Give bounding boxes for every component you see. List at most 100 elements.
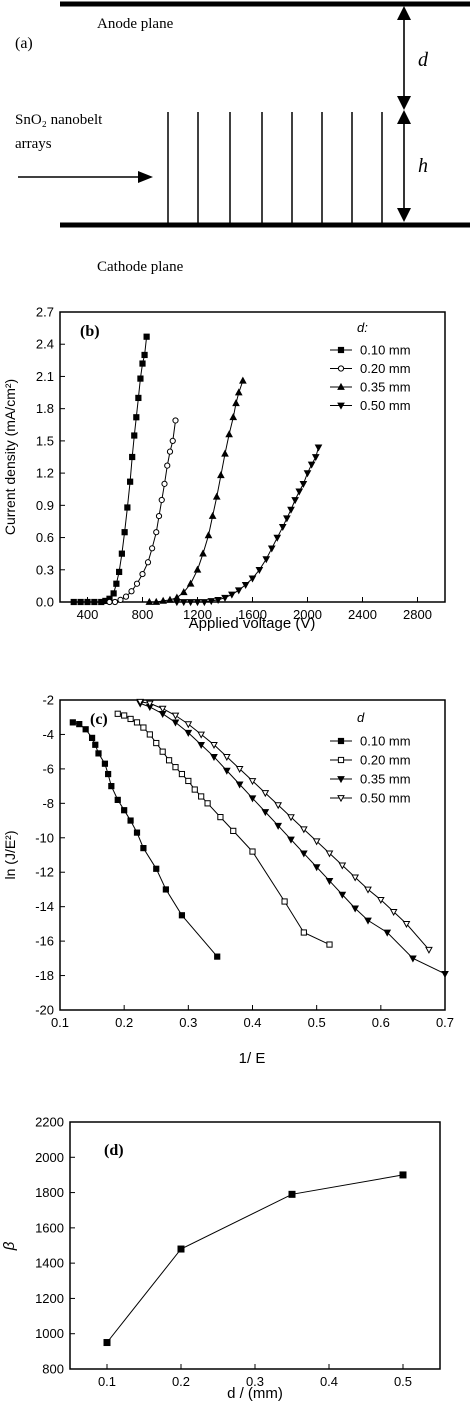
- panel-b-series-4-point: [186, 599, 195, 607]
- panel-b-legend-title: d:: [357, 320, 368, 335]
- panel-c-series-4-point: [210, 741, 218, 749]
- panel-c-series-4-point: [222, 753, 231, 761]
- panel-b-series-2-point: [122, 593, 130, 600]
- panel-c-series-4-point: [402, 921, 411, 929]
- panel-c-y-tick-label: -8: [42, 796, 54, 811]
- panel-c-legend-label: 0.50 mm: [360, 791, 411, 806]
- panel-c-series-2-line: [117, 713, 330, 946]
- panel-c-x-tick-label: 0.6: [372, 1015, 390, 1030]
- panel-b-series-2-point: [169, 437, 176, 444]
- panel-d-series-1-point: [399, 1171, 407, 1179]
- panel-b-legend-marker: [337, 402, 345, 410]
- panel-c-series-4-point: [184, 721, 193, 729]
- panel-b-series-3-point: [212, 492, 221, 500]
- panel-b-legend-label: 0.35 mm: [360, 380, 411, 395]
- panel-c-series-2-point: [185, 777, 192, 785]
- panel-c-series-1-point: [101, 760, 109, 767]
- panel-b-legend-label: 0.50 mm: [360, 398, 411, 413]
- panel-d-label: (d): [104, 1142, 124, 1159]
- panel-b-series-1-point: [77, 598, 84, 606]
- panel-b-series-4-line: [176, 447, 319, 603]
- panel-b-x-axis-title: Applied voltage (V): [189, 615, 316, 632]
- panel-c-y-tick-label: -12: [35, 865, 54, 880]
- panel-b-x-tick-label: 1600: [238, 607, 267, 622]
- panel-c-series-4-point: [248, 778, 257, 786]
- panel-c-series-1-point: [95, 750, 102, 757]
- panel-b-series-2-point: [106, 598, 113, 606]
- panel-c-series-1-point: [82, 726, 89, 733]
- panel-c-series-2-point: [133, 719, 141, 726]
- panel-c-series-1: [69, 719, 221, 960]
- panel-b-series-2-point: [144, 559, 152, 566]
- panel-c-series-1-point: [127, 817, 134, 824]
- panel-b-legend-item: 0.35 mm: [330, 380, 411, 395]
- panel-c-series-3-line: [140, 702, 446, 975]
- panel-b-series-2: [106, 417, 179, 606]
- panel-b-series-1-point: [135, 394, 142, 402]
- panel-c-y-tick-label: -20: [35, 1003, 54, 1018]
- panel-b-y-tick-label: 1.2: [36, 466, 54, 481]
- panel-d-y-tick-label: 1200: [35, 1291, 64, 1306]
- panel-c-x-tick-label: 0.2: [115, 1015, 133, 1030]
- panel-d-x-tick-label: 0.5: [394, 1374, 412, 1389]
- panel-b-series-3-point: [152, 597, 161, 605]
- sample-label-line1: SnO₂ nanobelt: [15, 112, 103, 128]
- panel-b-x-tick-label: 400: [77, 607, 99, 622]
- panel-c-x-tick-label: 0.3: [179, 1015, 197, 1030]
- panel-b-series-1-point: [139, 360, 146, 367]
- panel-c-series-2-point: [300, 929, 307, 936]
- panel-b-x-tick-label: 2800: [403, 607, 432, 622]
- panel-c-series-1-point: [153, 865, 160, 872]
- panel-b-series-4-point: [303, 470, 312, 478]
- panel-b-series-4-point: [221, 594, 229, 602]
- panel-c-series-4-point: [274, 802, 283, 810]
- panel-b-series-4-point: [278, 523, 287, 531]
- panel-d-y-tick-label: 1000: [35, 1326, 64, 1341]
- panel-b-series-4-point: [214, 597, 222, 605]
- panel-c-legend-label: 0.35 mm: [360, 772, 411, 787]
- panel-c-series-2-point: [165, 757, 173, 764]
- panel-b-series-1-point: [70, 598, 77, 606]
- panel-b-y-tick-label: 2.4: [36, 337, 54, 352]
- panel-c-legend-label: 0.20 mm: [360, 753, 411, 768]
- panel-b-series-2-point: [172, 417, 179, 424]
- panel-c-series-1-point: [133, 829, 141, 836]
- panel-c-series-1-point: [108, 783, 115, 790]
- panel-c-series-1-point: [105, 770, 112, 778]
- panel-d-series-1-line: [106, 1174, 404, 1343]
- panel-c-y-tick-label: -4: [42, 727, 54, 742]
- panel-d-series-1-point: [103, 1339, 111, 1347]
- dimension-d-label: d: [418, 49, 429, 71]
- panel-c-y-tick-label: -10: [35, 830, 54, 845]
- panel-c-series-2-point: [114, 710, 121, 717]
- panel-c-series-2-point: [281, 898, 288, 905]
- panel-c-series-2-point: [249, 848, 256, 855]
- panel-b-series-2-point: [117, 596, 124, 603]
- panel-c-legend-marker: [337, 776, 345, 784]
- panel-b-series-3-point: [232, 399, 240, 407]
- nanobelt-lines: [167, 112, 383, 224]
- panel-c-series-1-line: [72, 721, 218, 957]
- panel-b-series-3-point: [199, 549, 207, 557]
- panel-b-x-tick-label: 2000: [293, 607, 322, 622]
- panel-b-series-1-point: [116, 568, 123, 576]
- panel-c-series-1-point: [121, 807, 128, 814]
- panel-c-legend-title: d: [357, 710, 365, 725]
- panel-c-series-2-point: [127, 715, 134, 723]
- panel-b-series-3-point: [193, 565, 202, 573]
- panel-c-series-2-point: [217, 814, 224, 821]
- panel-d-x-tick-label: 0.2: [172, 1374, 190, 1389]
- panel-c-series-4-point: [376, 896, 385, 904]
- panel-b-legend-label: 0.20 mm: [360, 361, 411, 376]
- panel-c-series-4-point: [351, 874, 360, 882]
- panel-b-series-1-point: [110, 590, 117, 597]
- panel-b-series-4-point: [287, 506, 295, 514]
- panel-b-series-4-point: [241, 581, 250, 589]
- panel-b-chart: (b) 400 800 1200 1600 2000 2400 2800 0.0 0.3 0.6…: [2, 305, 446, 632]
- panel-c-legend-marker: [337, 737, 345, 745]
- panel-d-x-tick-label: 0.3: [246, 1374, 264, 1389]
- panel-c-y-ticks: -20 -18 -16 -14 -12 -10 -8 -6 -4 -2: [35, 693, 65, 1018]
- panel-c-series-4-point: [287, 814, 295, 822]
- panel-c-x-tick-label: 0.7: [436, 1015, 454, 1030]
- panel-c-legend-item: 0.20 mm: [330, 753, 411, 768]
